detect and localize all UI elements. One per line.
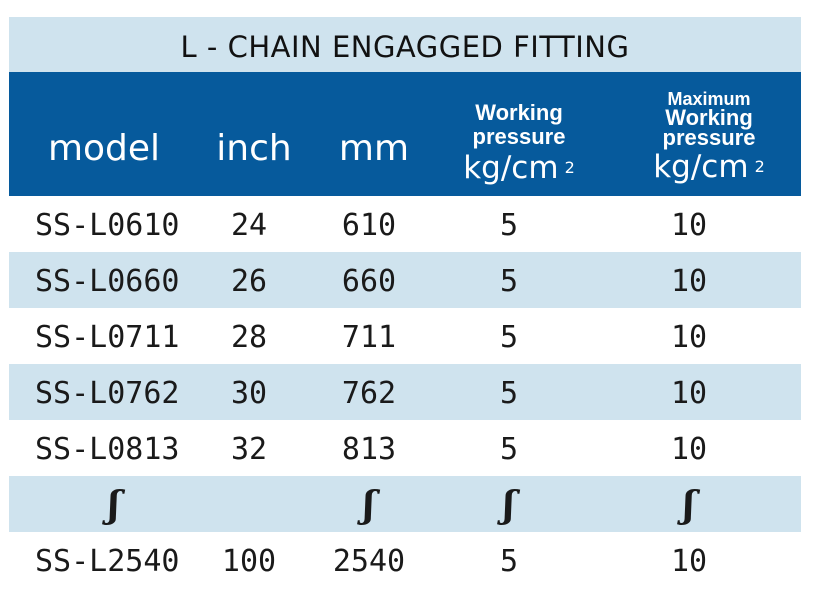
fitting-table: L - CHAIN ENGAGGED FITTING model inch mm… xyxy=(9,17,801,588)
table-title: L - CHAIN ENGAGGED FITTING xyxy=(9,17,801,72)
cell-inch: 32 xyxy=(230,431,268,467)
header-wp-exponent: 2 xyxy=(564,158,575,177)
header-wp-line2: pressure xyxy=(472,124,566,149)
cell-model: SS-L0660 xyxy=(35,263,180,299)
cell-max-working-pressure: 10 xyxy=(670,263,708,299)
cell-working-pressure: 5 xyxy=(499,207,519,243)
cell-mm: 813 xyxy=(341,431,397,467)
cell-mm: 2540 xyxy=(332,543,406,579)
table-row: SS-L0660 26 660 5 10 xyxy=(9,252,801,308)
cell-mm: 762 xyxy=(341,375,397,411)
cell-mm: 711 xyxy=(341,319,397,355)
cell-max-working-pressure-continuation: ʃ xyxy=(683,484,695,526)
cell-inch: 26 xyxy=(230,263,268,299)
header-max-working-pressure: Maximum Working pressure kg/cm 2 xyxy=(624,72,794,200)
cell-mm: 660 xyxy=(341,263,397,299)
cell-max-working-pressure: 10 xyxy=(670,319,708,355)
cell-inch: 24 xyxy=(230,207,268,243)
cell-working-pressure: 5 xyxy=(499,543,519,579)
cell-model-continuation: ʃ xyxy=(108,484,120,526)
table-row: SS-L0813 32 813 5 10 xyxy=(9,420,801,476)
cell-working-pressure: 5 xyxy=(499,375,519,411)
table-row: SS-L2540 100 2540 5 10 xyxy=(9,532,801,588)
header-model: model xyxy=(47,127,161,169)
table-row-ellipsis: ʃ ʃ ʃ ʃ xyxy=(9,476,801,532)
header-mwp-unit: kg/cm xyxy=(653,149,749,185)
table-row: SS-L0711 28 711 5 10 xyxy=(9,308,801,364)
cell-inch: 30 xyxy=(230,375,268,411)
header-wp-unit: kg/cm xyxy=(463,150,559,186)
cell-max-working-pressure: 10 xyxy=(670,543,708,579)
cell-mm: 610 xyxy=(341,207,397,243)
header-mwp-line3: pressure xyxy=(662,125,756,150)
cell-max-working-pressure: 10 xyxy=(670,431,708,467)
header-inch: inch xyxy=(216,127,292,169)
header-wp-line1: Working xyxy=(475,100,563,125)
cell-inch: 100 xyxy=(221,543,277,579)
cell-model: SS-L0711 xyxy=(35,319,180,355)
cell-working-pressure: 5 xyxy=(499,431,519,467)
cell-inch: 28 xyxy=(230,319,268,355)
cell-working-pressure-continuation: ʃ xyxy=(503,484,515,526)
table-row: SS-L0762 30 762 5 10 xyxy=(9,364,801,420)
cell-model: SS-L2540 xyxy=(35,543,180,579)
header-mwp-unit-wrap: kg/cm 2 xyxy=(653,148,765,186)
cell-model: SS-L0762 xyxy=(35,375,180,411)
cell-mm-continuation: ʃ xyxy=(363,484,375,526)
cell-max-working-pressure: 10 xyxy=(670,207,708,243)
cell-model: SS-L0813 xyxy=(35,431,180,467)
header-mwp-line1: Maximum xyxy=(667,89,751,109)
header-mm: mm xyxy=(338,127,410,169)
header-wp-unit-wrap: kg/cm 2 xyxy=(463,149,575,187)
header-mwp-exponent: 2 xyxy=(754,157,765,176)
cell-model: SS-L0610 xyxy=(35,207,180,243)
cell-working-pressure: 5 xyxy=(499,319,519,355)
cell-working-pressure: 5 xyxy=(499,263,519,299)
header-working-pressure: Working pressure kg/cm 2 xyxy=(439,72,599,206)
table-row: SS-L0610 24 610 5 10 xyxy=(9,196,801,252)
header-mwp-line2: Working xyxy=(665,105,753,130)
table-header: model inch mm Working pressure kg/cm 2 Ma… xyxy=(9,72,801,196)
cell-max-working-pressure: 10 xyxy=(670,375,708,411)
cell-inch xyxy=(209,476,289,532)
